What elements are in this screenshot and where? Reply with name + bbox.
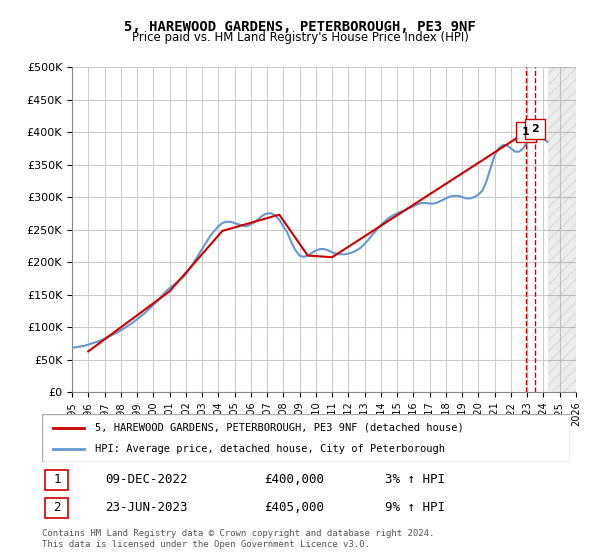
Text: 1: 1 [53,473,61,486]
Text: Contains HM Land Registry data © Crown copyright and database right 2024.
This d: Contains HM Land Registry data © Crown c… [42,529,434,549]
Text: 5, HAREWOOD GARDENS, PETERBOROUGH, PE3 9NF: 5, HAREWOOD GARDENS, PETERBOROUGH, PE3 9… [124,20,476,34]
Text: 3% ↑ HPI: 3% ↑ HPI [385,473,445,486]
Text: 5, HAREWOOD GARDENS, PETERBOROUGH, PE3 9NF (detached house): 5, HAREWOOD GARDENS, PETERBOROUGH, PE3 9… [95,423,464,433]
FancyBboxPatch shape [44,498,68,519]
FancyBboxPatch shape [42,414,570,462]
Text: Price paid vs. HM Land Registry's House Price Index (HPI): Price paid vs. HM Land Registry's House … [131,31,469,44]
Text: 2: 2 [53,501,61,514]
Text: 09-DEC-2022: 09-DEC-2022 [106,473,188,486]
Text: 2: 2 [531,124,539,134]
FancyBboxPatch shape [44,470,68,490]
Bar [548,67,576,392]
Text: £400,000: £400,000 [264,473,324,486]
Text: 23-JUN-2023: 23-JUN-2023 [106,501,188,514]
Text: £405,000: £405,000 [264,501,324,514]
Text: HPI: Average price, detached house, City of Peterborough: HPI: Average price, detached house, City… [95,444,445,454]
Text: 9% ↑ HPI: 9% ↑ HPI [385,501,445,514]
Text: 1: 1 [522,127,530,137]
